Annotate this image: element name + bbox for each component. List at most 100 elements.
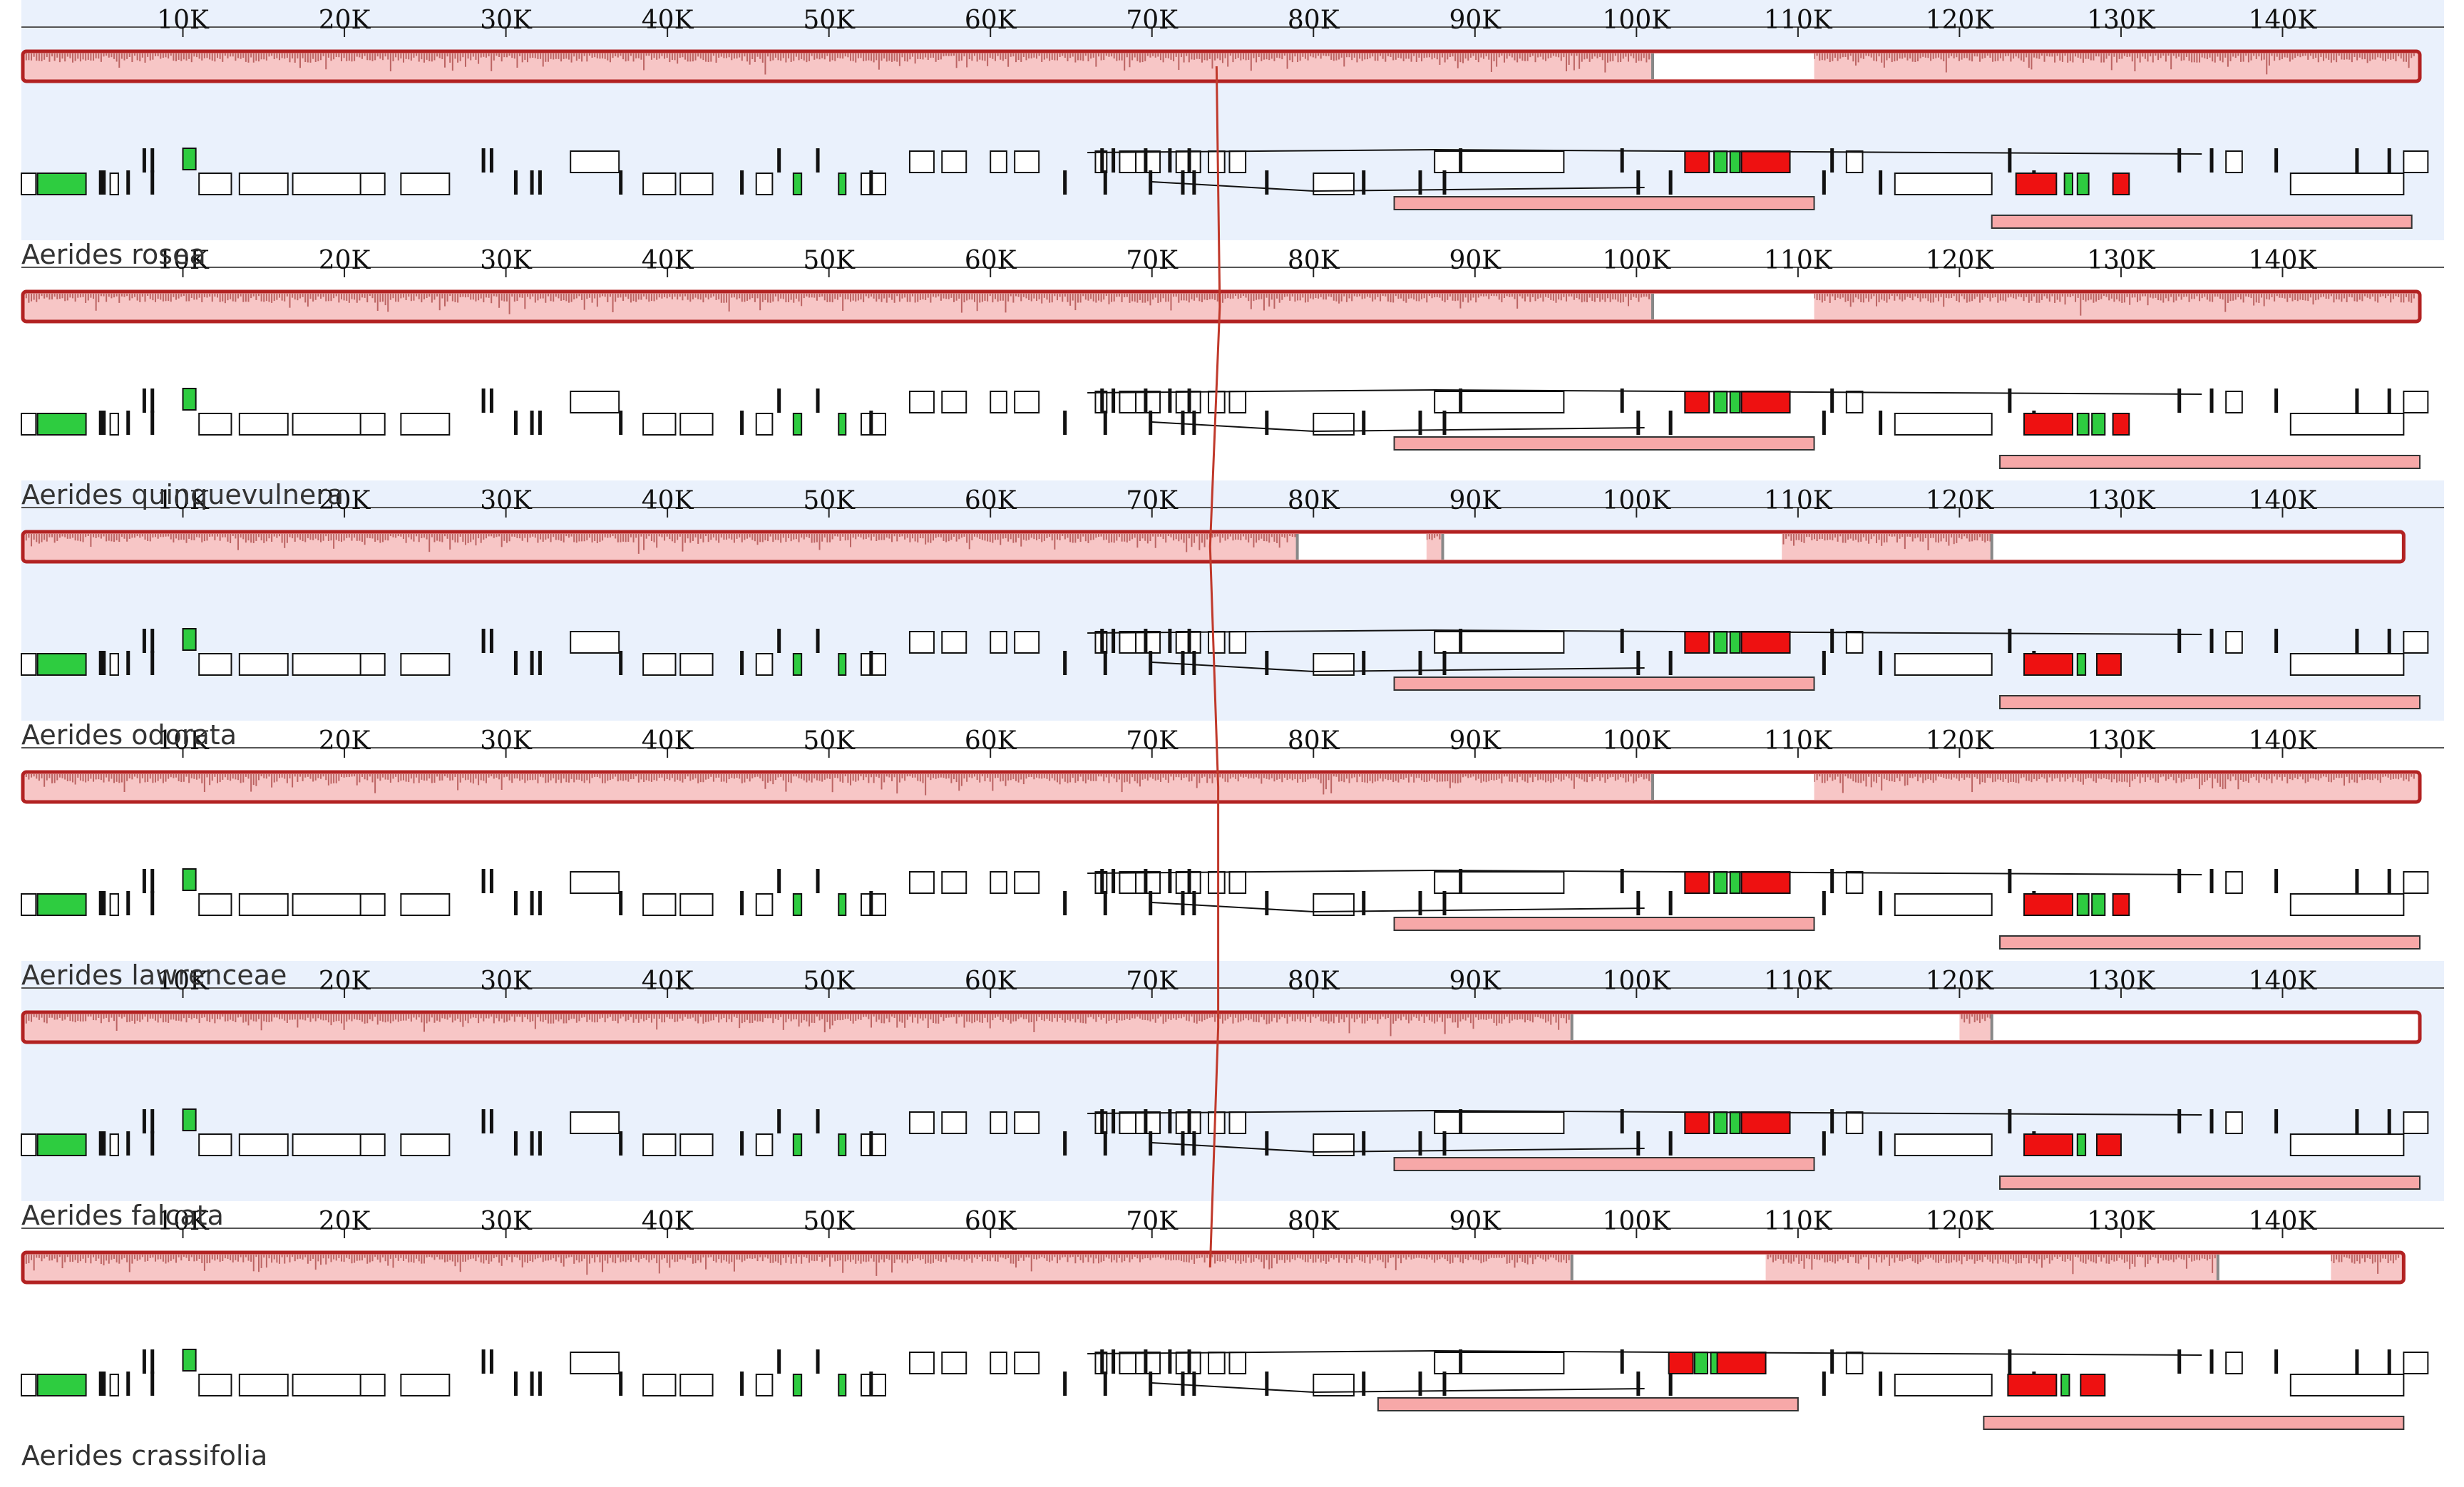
gene-box[interactable] [1434,1111,1565,1134]
gene-box[interactable] [292,1133,361,1156]
gene-box[interactable] [2289,413,2405,436]
rna-gene-box[interactable] [838,653,847,676]
gene-box[interactable] [238,413,289,436]
rrna-gene-box[interactable] [1684,871,1710,894]
gene-box[interactable] [941,631,967,654]
gene-box[interactable] [1014,150,1040,173]
repeat-region-bar[interactable] [1999,935,2421,950]
rna-gene-box[interactable] [2076,1133,2087,1156]
gene-box[interactable] [1208,150,1226,173]
gene-box[interactable] [2225,1111,2243,1134]
gene-box[interactable] [755,413,774,436]
rrna-gene-box[interactable] [2095,1133,2122,1156]
lcb-block[interactable] [21,530,2406,564]
gene-box[interactable] [570,391,620,413]
gene-box[interactable] [908,871,935,894]
gene-box[interactable] [755,893,774,916]
gene-box[interactable] [238,893,289,916]
gene-box[interactable] [109,653,119,676]
gene-box[interactable] [238,1133,289,1156]
gene-box[interactable] [2403,631,2429,654]
gene-box[interactable] [400,653,451,676]
rrna-gene-box[interactable] [1740,871,1791,894]
gene-box[interactable] [1228,391,1247,413]
gene-box[interactable] [400,893,451,916]
gene-box[interactable] [109,413,119,436]
lcb-block[interactable] [21,49,2422,83]
gene-box[interactable] [990,150,1007,173]
gene-box[interactable] [292,653,361,676]
rna-gene-box[interactable] [1713,871,1728,894]
rna-gene-box[interactable] [182,388,197,411]
gene-box[interactable] [1894,173,1993,195]
rna-gene-box[interactable] [2091,413,2106,436]
gene-box[interactable] [990,1111,1007,1134]
rna-gene-box[interactable] [792,173,803,195]
gene-box[interactable] [1135,391,1161,413]
repeat-region-bar[interactable] [1393,917,1815,931]
lcb-block[interactable] [21,1250,2406,1285]
rrna-gene-box[interactable] [2112,173,2130,195]
gene-box[interactable] [1014,871,1040,894]
rna-gene-box[interactable] [838,413,847,436]
repeat-region-bar[interactable] [1999,1175,2421,1190]
gene-box[interactable] [400,413,451,436]
rna-gene-box[interactable] [36,1133,87,1156]
gene-box[interactable] [2403,150,2429,173]
gene-box[interactable] [908,391,935,413]
gene-box[interactable] [860,173,886,195]
rna-gene-box[interactable] [2076,653,2087,676]
gene-box[interactable] [359,413,386,436]
gene-box[interactable] [860,653,886,676]
gene-box[interactable] [2289,893,2405,916]
gene-box[interactable] [1119,391,1137,413]
repeat-region-bar[interactable] [1393,1157,1815,1171]
gene-box[interactable] [860,893,886,916]
rna-gene-box[interactable] [1713,391,1728,413]
gene-box[interactable] [642,893,677,916]
gene-box[interactable] [2403,1111,2429,1134]
gene-box[interactable] [198,653,232,676]
rrna-gene-box[interactable] [2023,1133,2073,1156]
gene-box[interactable] [1845,391,1864,413]
gene-box[interactable] [198,1133,232,1156]
repeat-region-bar[interactable] [1999,695,2421,709]
gene-box[interactable] [1135,631,1161,654]
gene-box[interactable] [1894,653,1993,676]
gene-box[interactable] [1228,150,1247,173]
rna-gene-box[interactable] [182,1108,197,1131]
rna-gene-box[interactable] [1729,631,1741,654]
gene-box[interactable] [908,150,935,173]
rna-gene-box[interactable] [36,413,87,436]
gene-box[interactable] [570,871,620,894]
gene-box[interactable] [860,1133,886,1156]
gene-box[interactable] [21,1133,37,1156]
rna-gene-box[interactable] [2076,893,2090,916]
gene-box[interactable] [292,413,361,436]
gene-box[interactable] [2225,150,2243,173]
rna-gene-box[interactable] [792,653,803,676]
gene-box[interactable] [292,173,361,195]
gene-box[interactable] [1228,631,1247,654]
gene-box[interactable] [860,413,886,436]
rna-gene-box[interactable] [1729,391,1741,413]
gene-box[interactable] [642,413,677,436]
gene-box[interactable] [1135,1111,1161,1134]
rna-gene-box[interactable] [36,893,87,916]
gene-box[interactable] [941,871,967,894]
gene-box[interactable] [1135,150,1161,173]
gene-box[interactable] [1894,413,1993,436]
gene-box[interactable] [400,1133,451,1156]
gene-box[interactable] [2289,653,2405,676]
gene-box[interactable] [2225,391,2243,413]
gene-box[interactable] [1119,631,1137,654]
rrna-gene-box[interactable] [2112,893,2130,916]
gene-box[interactable] [238,653,289,676]
gene-box[interactable] [1845,871,1864,894]
rrna-gene-box[interactable] [1740,391,1791,413]
rrna-gene-box[interactable] [1740,631,1791,654]
gene-box[interactable] [755,1133,774,1156]
gene-box[interactable] [292,893,361,916]
lcb-block[interactable] [21,289,2422,324]
rna-gene-box[interactable] [1729,1111,1741,1134]
